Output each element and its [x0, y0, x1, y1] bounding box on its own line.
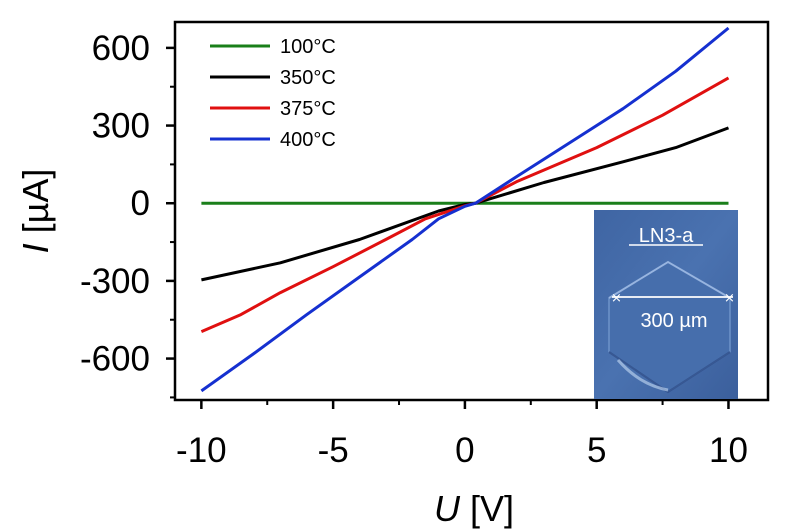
y-axis-variable: I — [15, 243, 56, 253]
inset-highlight — [616, 359, 669, 392]
inset-micrograph: LN3-a × × 300 µm — [594, 210, 738, 399]
inset-hexagon-edge-bottom — [608, 351, 731, 394]
y-tick-label: -600 — [80, 340, 150, 379]
data-series — [200, 26, 730, 393]
y-axis-title: I [µA] — [15, 169, 56, 254]
y-axis-unit: [µA] — [15, 169, 56, 234]
y-tick-label: 600 — [92, 29, 150, 68]
inset-scale-label: 300 µm — [640, 310, 707, 332]
legend-label: 350°C — [280, 67, 336, 89]
inset-sample-label: LN3-a — [639, 225, 694, 247]
x-axis-unit: [V] — [470, 488, 514, 529]
x-tick-label: -5 — [318, 431, 349, 470]
y-axis-ticks: -600 -300 0 300 600 — [80, 29, 175, 399]
x-tick-label: 10 — [709, 431, 748, 470]
series-line-400C — [200, 26, 730, 393]
series-line-375C — [200, 76, 730, 333]
legend: 100°C 350°C 375°C 400°C — [210, 36, 336, 151]
x-tick-label: 0 — [455, 431, 474, 470]
inset-hexagon-edge-top — [608, 260, 731, 299]
legend-label: 100°C — [280, 36, 336, 58]
x-tick-label: -10 — [176, 431, 227, 470]
x-axis-title: U [V] — [434, 488, 514, 529]
legend-label: 375°C — [280, 98, 336, 120]
inset-scale-right-marker: × — [724, 291, 735, 306]
x-axis-ticks: -10 -5 0 5 10 — [176, 400, 748, 470]
y-tick-label: -300 — [80, 262, 150, 301]
y-tick-label: 300 — [92, 107, 150, 146]
inset-scale-left-marker: × — [611, 291, 622, 306]
plot-frame — [173, 20, 770, 402]
y-tick-label: 0 — [131, 184, 150, 223]
legend-label: 400°C — [280, 129, 336, 151]
y-axis-space — [15, 233, 56, 243]
x-axis-variable: U — [434, 488, 461, 529]
x-tick-label: 5 — [587, 431, 606, 470]
x-axis-space — [460, 488, 470, 529]
